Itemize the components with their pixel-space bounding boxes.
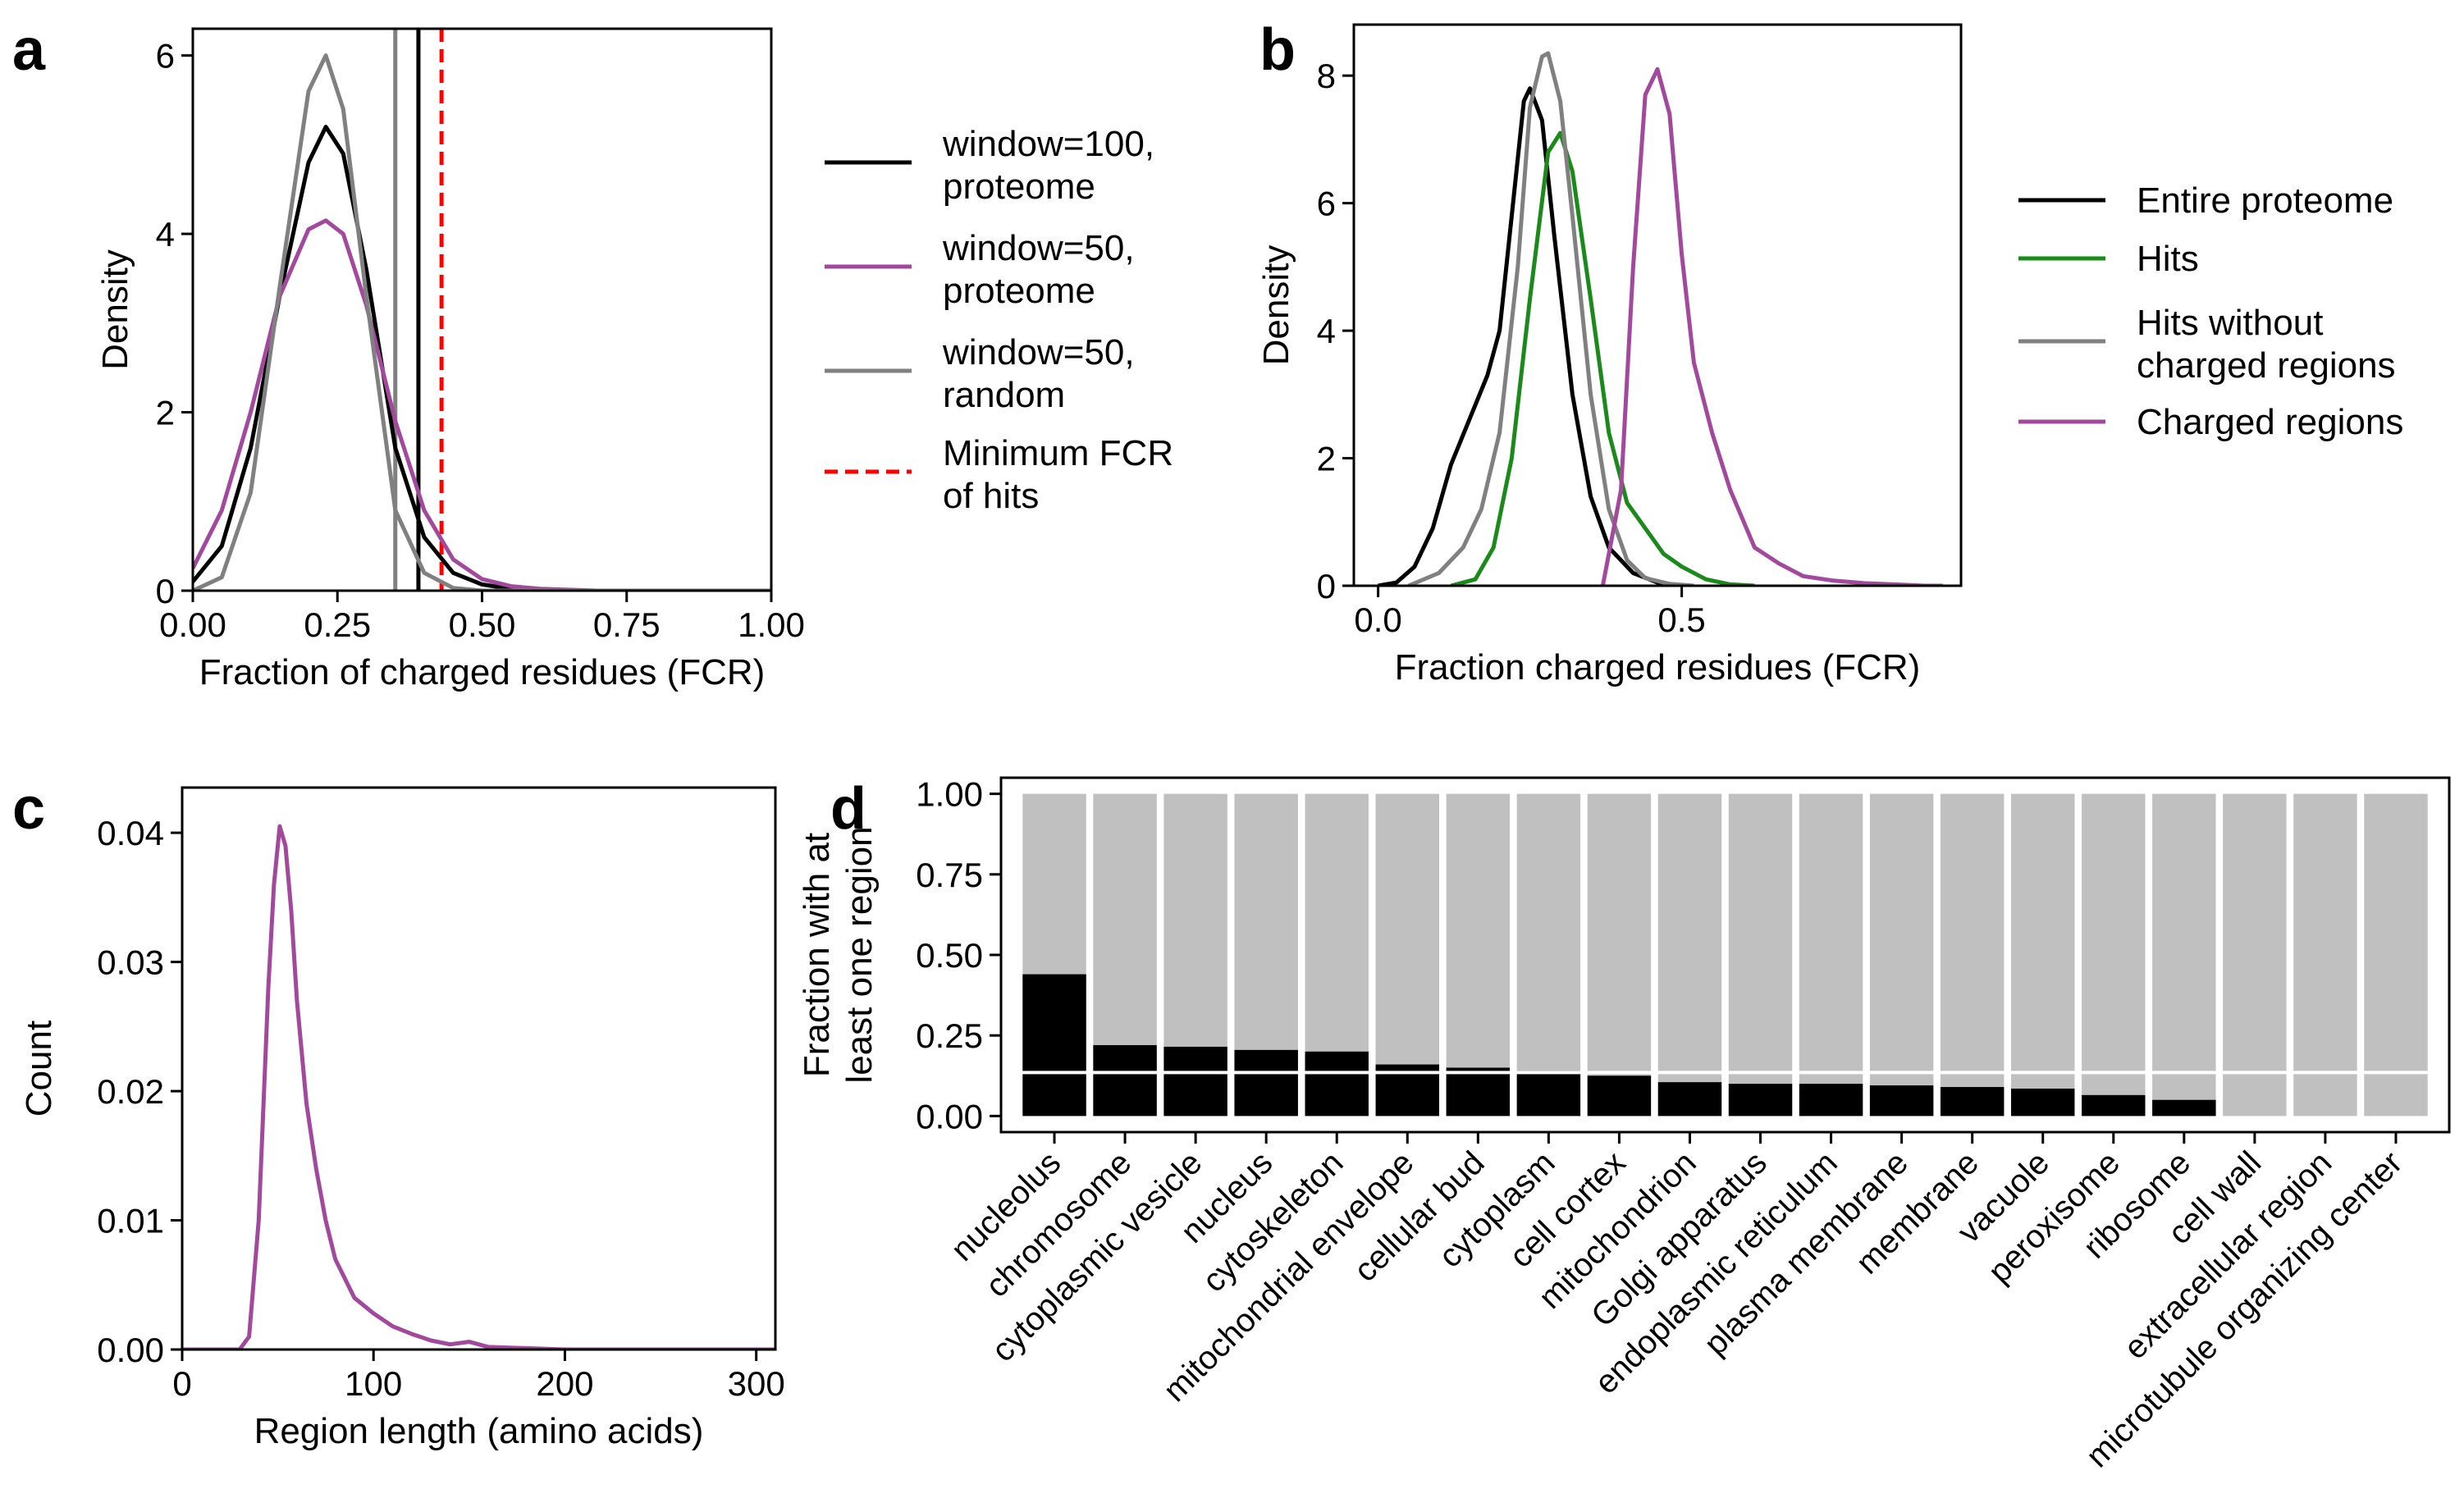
bar-endoplasmic-reticulum [1799,1084,1863,1117]
panel-letter-d: d [830,776,866,842]
legend-label-b-hits: Hits [2137,239,2199,279]
bar-membrane [1940,1087,2005,1117]
x-tick-label-c-0: 0 [172,1364,191,1403]
x-tick-label-a-3: 0.75 [593,605,661,644]
background-bar-plasma-membrane [1869,793,1934,1117]
y-tick-label-b-2: 4 [1317,312,1336,350]
bar-plasma-membrane [1869,1085,1934,1117]
bar-mitochondrion [1657,1082,1722,1117]
y-tick-label-d-3: 0.75 [916,856,983,894]
background-bar-microtubule-organizing-center [2364,793,2428,1117]
x-tick-label-c-2: 200 [536,1364,593,1403]
bar-golgi-apparatus [1728,1084,1793,1117]
background-bar-ribosome [2152,793,2216,1117]
y-tick-label-a-0: 0 [156,572,175,610]
background-bar-golgi-apparatus [1728,793,1793,1117]
y-tick-label-b-0: 0 [1317,567,1336,605]
background-bar-cellular-bud [1446,793,1511,1117]
background-bar-mitochondrial-envelope [1375,793,1439,1117]
y-tick-label-d-4: 1.00 [916,775,983,814]
x-axis-label-a: Fraction of charged residues (FCR) [199,652,766,692]
panel-b: b 0.0 0.5 0 2 4 6 8 Fraction charged residues (F… [1256,17,2403,687]
y-axis-label-d: Fraction with atleast one region [797,826,880,1083]
y-tick-label-b-3: 6 [1317,185,1336,223]
axes-frame-a [191,27,773,592]
y-axis-label-c: Count [19,1021,59,1117]
series-line-b-entire-proteome [1378,86,1682,586]
x-tick-label-a-4: 1.00 [738,605,805,644]
bar-cytoskeleton [1305,1051,1369,1117]
y-tick-label-a-3: 6 [156,37,175,75]
plot-area-b [1378,51,1943,586]
axes-frame-c [181,786,777,1351]
y-tick-label-c-3: 0.03 [97,943,164,982]
x-tick-label-b-0: 0.0 [1354,601,1401,639]
y-tick-label-d-2: 0.50 [916,936,983,975]
series-line-a-window-100-proteome [193,125,771,591]
background-bar-peroxisome [2082,793,2146,1117]
bar-nucleus [1234,1049,1298,1117]
x-tick-label-a-1: 0.25 [304,605,371,644]
series-line-b-hits-without-charged-regions [1407,51,1694,586]
bar-chromosome [1093,1044,1157,1117]
y-tick-label-d-0: 0.00 [916,1097,983,1135]
background-bar-membrane [1940,793,2005,1117]
background-bar-endoplasmic-reticulum [1799,793,1863,1117]
bar-ribosome [2152,1099,2216,1117]
bar-nucleolus [1022,974,1086,1117]
x-tick-label-a-2: 0.50 [449,605,516,644]
plot-area-c [182,824,775,1350]
series-line-b-hits [1450,130,1755,586]
y-tick-label-b-4: 8 [1317,57,1336,95]
y-tick-label-b-1: 2 [1317,440,1336,478]
panel-letter-c: c [12,776,45,842]
background-bar-cell-wall [2223,793,2287,1117]
legend-label-a-window-50-proteome: window=50, proteome [942,228,1135,311]
x-tick-label-b-1: 0.5 [1657,601,1705,639]
series-line-a-window-50-proteome [193,218,771,591]
x-tick-label-c-1: 100 [345,1364,402,1403]
bar-vacuole [2011,1088,2075,1117]
y-tick-label-c-0: 0.00 [97,1331,164,1369]
series-line-a-window-50-random [193,53,771,591]
background-bar-vacuole [2011,793,2075,1117]
axes-frame-b [1352,23,1963,587]
legend-label-a-minimum-fcr-of-hits: Minimum FCR of hits [943,433,1173,516]
background-bar-mitochondrion [1657,793,1722,1117]
legend-label-b-charged-regions: Charged regions [2137,402,2403,442]
background-bar-cytoplasm [1516,793,1581,1117]
x-axis-label-c: Region length (amino acids) [254,1411,704,1451]
y-tick-label-d-1: 0.25 [916,1016,983,1055]
y-tick-label-c-1: 0.01 [97,1202,164,1240]
y-axis-label-a: Density [95,249,135,370]
background-bar-extracellular-region [2293,793,2357,1117]
legend-label-a-window-50-random: window=50, random [942,332,1135,415]
y-tick-label-a-2: 4 [156,215,175,253]
bar-peroxisome [2082,1094,2146,1117]
y-tick-label-c-4: 0.04 [97,814,164,852]
plot-area-a [193,29,771,591]
series-line-c-0 [182,824,775,1350]
x-axis-label-b: Fraction charged residues (FCR) [1395,647,1921,687]
background-bar-cell-cortex [1587,793,1652,1117]
y-axis-label-b: Density [1256,245,1296,366]
legend-label-a-window-100-proteome: window=100, proteome [942,124,1154,207]
bar-cytoplasmic-vesicle [1163,1046,1227,1117]
panel-c: c 0 100 200 300 0.00 0.01 0.02 0.03 0.04 Region le… [12,776,785,1451]
panel-a: a 0.00 0.25 0.50 0.75 1.00 0 2 4 6 Fraction of cha… [12,17,1173,692]
x-tick-label-a-0: 0.00 [159,605,226,644]
y-tick-label-c-2: 0.02 [97,1072,164,1111]
legend-label-b-hits-without-charged-regions: Hits without charged regions [2137,303,2396,386]
bar-cytoplasm [1516,1071,1581,1117]
legend-label-b-entire-proteome: Entire proteome [2137,180,2393,221]
x-tick-label-c-3: 300 [728,1364,785,1403]
y-tick-label-a-1: 2 [156,394,175,432]
panel-letter-b: b [1259,17,1296,83]
panel-letter-a: a [12,17,46,83]
series-line-b-charged-regions [1600,66,1943,586]
bar-cellular-bud [1446,1067,1511,1117]
bar-cell-cortex [1587,1076,1652,1117]
